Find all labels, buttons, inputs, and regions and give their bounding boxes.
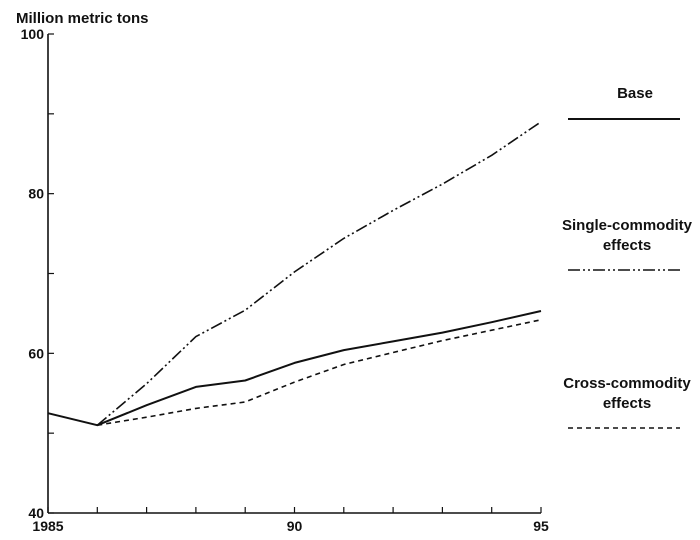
x-tick-label: 1985 bbox=[32, 518, 63, 534]
series-line-3 bbox=[97, 319, 542, 426]
y-tick-label: 100 bbox=[21, 26, 45, 42]
x-tick-label: 90 bbox=[287, 518, 303, 534]
series-line-2 bbox=[96, 121, 542, 426]
legend-label-base: Base bbox=[617, 85, 653, 102]
legend-label-cross-commodity: Cross-commodity effects bbox=[563, 375, 691, 412]
y-axis-label: Million metric tons bbox=[16, 10, 149, 27]
legend-label-single-commodity: Single-commodity effects bbox=[561, 217, 692, 254]
y-tick-label: 80 bbox=[28, 186, 44, 202]
x-tick-label: 95 bbox=[533, 518, 549, 534]
y-tick-label: 40 bbox=[28, 505, 44, 521]
series-line-1 bbox=[47, 310, 542, 427]
y-tick-label: 60 bbox=[28, 345, 44, 361]
